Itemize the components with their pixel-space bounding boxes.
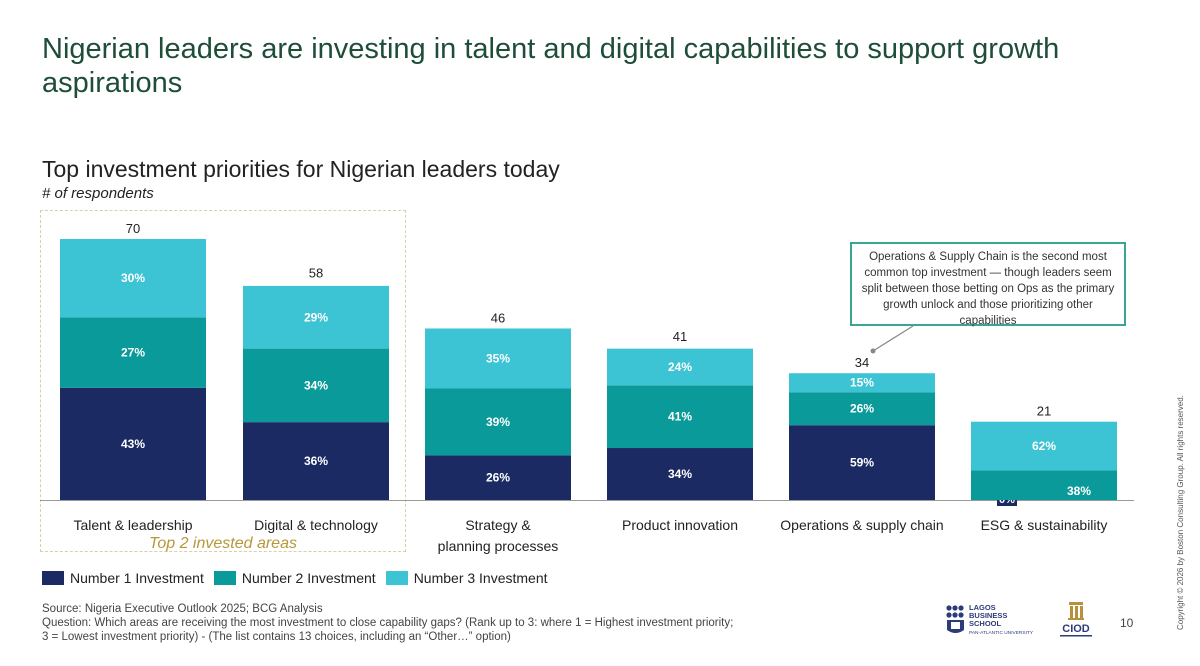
source-line-2: Question: Which areas are receiving the … xyxy=(42,617,734,629)
category-label: Talent & leadership xyxy=(73,517,192,533)
segment-percent-label: 30% xyxy=(121,271,145,285)
legend-item-number-3: Number 3 Investment xyxy=(385,570,548,586)
category-label: ESG & sustainability xyxy=(981,517,1108,533)
bar-segment-1 xyxy=(789,425,935,500)
source-line-1: Source: Nigeria Executive Outlook 2025; … xyxy=(42,603,323,615)
segment-percent-label: 59% xyxy=(850,456,874,470)
slide-title: Nigerian leaders are investing in talent… xyxy=(42,33,1060,99)
legend-label-number-1: Number 1 Investment xyxy=(70,570,204,586)
bar-segment-1 xyxy=(60,387,206,500)
ciod-logo: CIOD xyxy=(1060,602,1092,637)
category-label: Digital & technology xyxy=(254,517,378,533)
source-line-3: 3 = Lowest investment priority) - (The l… xyxy=(42,631,511,643)
top-2-highlight-box xyxy=(40,210,406,552)
bar-segment-3 xyxy=(243,285,389,349)
chart-title: Top investment priorities for Nigerian l… xyxy=(42,156,560,182)
segment-percent-label: 34% xyxy=(304,378,328,392)
category-label: Operations & supply chain xyxy=(780,517,943,533)
bar-total-label: 46 xyxy=(491,310,505,325)
bar-total-label: 21 xyxy=(1037,404,1051,419)
bar-segment-3 xyxy=(60,239,206,318)
segment-percent-label: 36% xyxy=(304,454,328,468)
chart-legend: Number 1 Investment Number 2 Investment … xyxy=(42,570,558,586)
segment-percent-label: 29% xyxy=(304,310,328,324)
legend-label-number-2: Number 2 Investment xyxy=(241,570,376,586)
bar-total-label: 58 xyxy=(309,266,323,281)
copyright-notice: Copyright © 2026 by Boston Consulting Gr… xyxy=(1176,395,1185,630)
segment-percent-label: 34% xyxy=(668,467,692,481)
svg-text:BUSINESS: BUSINESS xyxy=(969,611,1007,620)
segment-percent-label: 26% xyxy=(850,402,874,416)
top-2-highlight-label: Top 2 invested areas xyxy=(149,535,297,552)
legend-swatch-number-3 xyxy=(385,571,408,585)
bar-segment-2 xyxy=(425,388,571,456)
chart-y-label: # of respondents xyxy=(42,185,154,202)
ops-callout-box: Operations & Supply Chain is the second … xyxy=(850,242,1126,327)
segment-percent-label: 38% xyxy=(1067,484,1091,498)
bar-total-label: 70 xyxy=(126,221,140,236)
bar-segment-1 xyxy=(243,422,389,500)
callout-pointer-dot xyxy=(870,348,876,354)
bar-segment-3 xyxy=(971,421,1117,471)
callout-pointer-line xyxy=(872,325,914,352)
bar-segment-2 xyxy=(607,385,753,449)
bar-total-label: 34 xyxy=(855,355,869,370)
svg-text:LAGOS: LAGOS xyxy=(969,603,996,612)
legend-label-number-3: Number 3 Investment xyxy=(413,570,548,586)
segment-percent-label: 62% xyxy=(1032,439,1056,453)
page-number: 10 xyxy=(1120,616,1134,630)
bar-segment-2 xyxy=(789,392,935,426)
segment-percent-label: 35% xyxy=(486,352,510,366)
legend-item-number-1: Number 1 Investment xyxy=(42,570,204,586)
legend-swatch-number-1 xyxy=(42,571,64,585)
svg-text:PAN-ATLANTIC UNIVERSITY: PAN-ATLANTIC UNIVERSITY xyxy=(969,630,1034,636)
bar-total-label: 41 xyxy=(673,329,687,344)
segment-percent-label: 43% xyxy=(121,437,145,451)
bar-segment-2 xyxy=(60,317,206,388)
segment-percent-label: 27% xyxy=(121,346,145,360)
segment-percent-label: 15% xyxy=(850,376,874,390)
category-label: Strategy & planning processes xyxy=(438,517,559,554)
bar-segment-2 xyxy=(243,348,389,423)
svg-text:SCHOOL: SCHOOL xyxy=(969,619,1002,628)
segment-percent-label: 26% xyxy=(486,471,510,485)
segment-percent-label: 24% xyxy=(668,360,692,374)
bar-segment-3 xyxy=(425,328,571,389)
segment-percent-label: 41% xyxy=(668,410,692,424)
bar-segment-1 xyxy=(607,448,753,500)
legend-swatch-number-2 xyxy=(213,571,236,585)
bar-segment-3 xyxy=(789,373,935,393)
category-label: Product innovation xyxy=(622,517,738,533)
source-note: Source: Nigeria Executive Outlook 2025; … xyxy=(42,602,842,644)
bar-segment-2 xyxy=(971,470,1117,500)
bar-segment-1 xyxy=(425,455,571,500)
bar-segment-3 xyxy=(607,348,753,386)
svg-text:CIOD: CIOD xyxy=(1062,623,1090,635)
segment-percent-label: 39% xyxy=(486,415,510,429)
legend-item-number-2: Number 2 Investment xyxy=(213,570,376,586)
lagos-business-school-logo: LAGOS BUSINESS SCHOOL PAN-ATLANTIC UNIVE… xyxy=(946,603,1034,636)
